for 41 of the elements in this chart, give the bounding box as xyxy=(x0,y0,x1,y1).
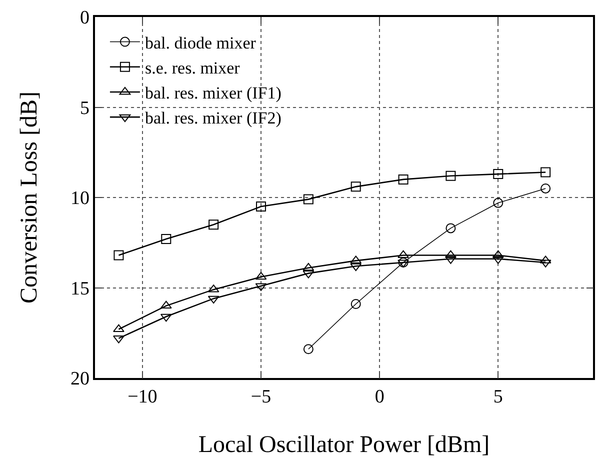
point xyxy=(398,257,408,268)
legend-label: s.e. res. mixer xyxy=(144,58,240,78)
y-tick-label: 20 xyxy=(70,368,90,390)
point xyxy=(350,182,361,192)
legend-label: bal. res. mixer (IF1) xyxy=(144,84,282,103)
point xyxy=(446,223,456,234)
point xyxy=(160,314,172,322)
point xyxy=(350,299,361,309)
point xyxy=(540,167,551,178)
point xyxy=(114,250,124,260)
point xyxy=(208,220,219,230)
legend-label: bal. res. mixer (IF2) xyxy=(144,108,282,128)
legend-label: bal. diode mixer xyxy=(144,33,256,52)
point xyxy=(160,300,172,309)
x-tick-label: −10 xyxy=(128,386,158,408)
y-tick-label: 5 xyxy=(80,98,90,119)
y-tick-label: 10 xyxy=(70,188,90,210)
point xyxy=(540,183,551,194)
x-axis-title: Local Oscillator Power [dBm] xyxy=(198,432,490,458)
point xyxy=(446,170,456,181)
y-tick-label: 0 xyxy=(80,8,90,29)
point xyxy=(255,272,267,280)
point xyxy=(492,250,504,258)
point xyxy=(161,234,172,244)
point xyxy=(208,296,220,304)
point xyxy=(350,263,362,272)
point xyxy=(256,202,266,212)
point xyxy=(398,174,408,184)
point xyxy=(445,250,456,258)
x-tick-label: −5 xyxy=(250,386,272,408)
point xyxy=(113,324,124,332)
point xyxy=(303,344,314,354)
x-tick-label: 5 xyxy=(493,386,503,408)
x-tick-label: 0 xyxy=(374,386,384,408)
point xyxy=(493,169,504,180)
point xyxy=(303,194,314,204)
point xyxy=(493,198,504,208)
y-tick-label: 15 xyxy=(70,278,90,300)
point xyxy=(398,250,409,258)
y-axis-title: Conversion Loss [dB] xyxy=(16,92,42,304)
point xyxy=(302,262,314,271)
